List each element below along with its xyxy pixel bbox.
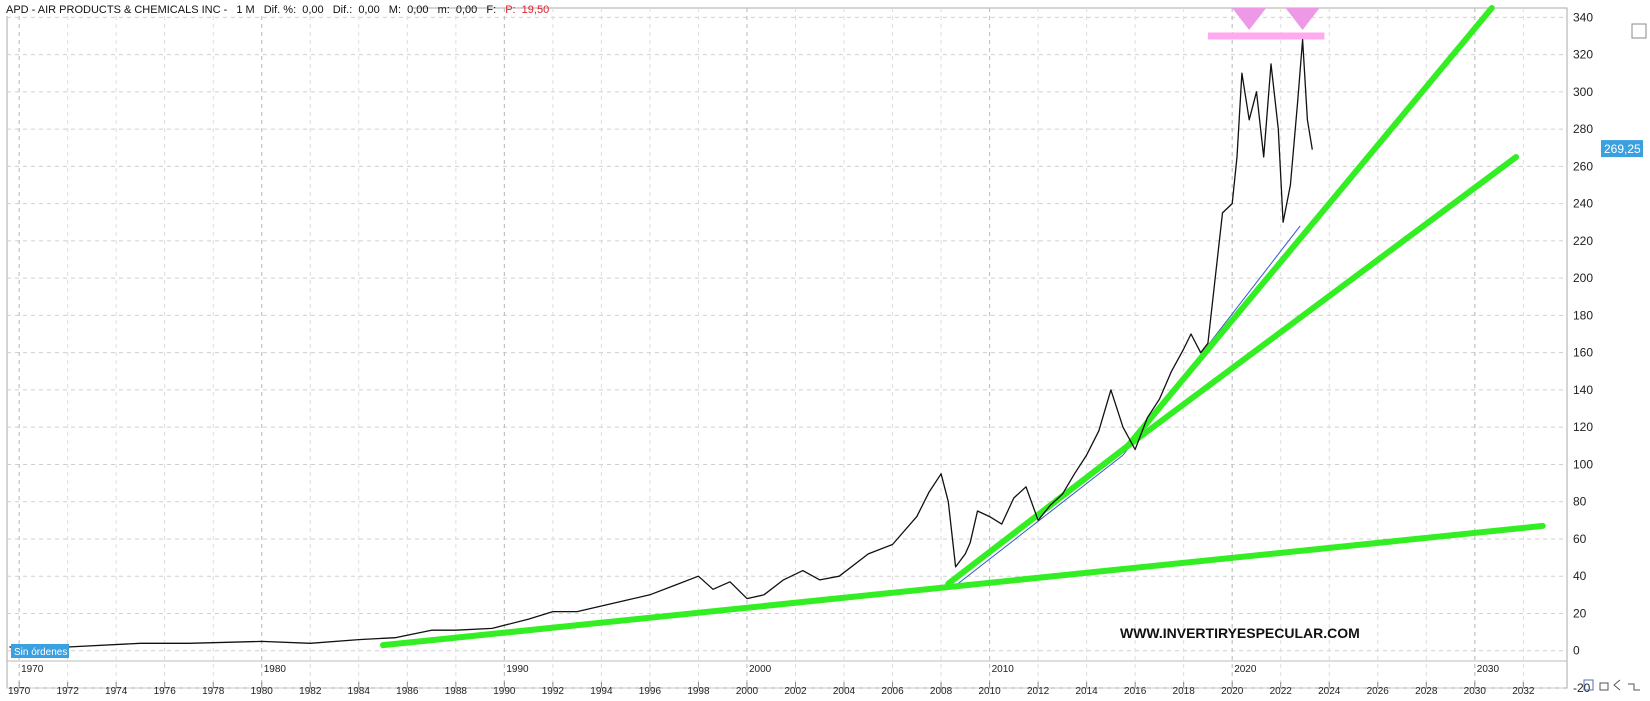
plot-frame [6, 7, 1568, 689]
y-tick-label: 120 [1573, 420, 1593, 434]
x-tick-label: 2024 [1318, 686, 1341, 696]
field-label-f: F: [486, 4, 496, 16]
x-tick-label: 1994 [590, 686, 613, 696]
print-icon[interactable] [1599, 682, 1609, 691]
header-text: APD - AIR PRODUCTS & CHEMICALS INC - 1 M… [6, 4, 549, 16]
x-tick-label: 1974 [105, 686, 128, 696]
y-tick-label: 100 [1573, 457, 1593, 471]
field-value-min: 0,00 [456, 4, 477, 16]
field-label-dif-pct: Dif. %: [264, 4, 296, 16]
field-label-max: M: [389, 4, 401, 16]
decade-label: 2030 [1477, 664, 1500, 675]
y-tick-label: 200 [1573, 271, 1593, 285]
trendlines [380, 5, 1546, 649]
x-tick-label: 1980 [251, 686, 274, 696]
x-tick-label: 2008 [930, 686, 953, 696]
y-tick-label: 320 [1573, 48, 1593, 62]
y-tick-label: 180 [1573, 308, 1593, 322]
x-tick-label: 1984 [348, 686, 371, 696]
x-tick-label: 2020 [1221, 686, 1244, 696]
top-marker [1285, 8, 1320, 30]
decade-label: 2000 [749, 664, 772, 675]
price-line [9, 39, 1313, 648]
support-trendline [380, 522, 1546, 649]
y-tick-label: 280 [1573, 122, 1593, 136]
x-tick-label: 2000 [736, 686, 759, 696]
decade-label: 2010 [992, 664, 1015, 675]
x-tick-label: 1998 [687, 686, 710, 696]
back-icon[interactable] [1613, 679, 1621, 691]
decade-label: 1990 [506, 664, 529, 675]
x-tick-label: 1976 [154, 686, 177, 696]
x-tick-label: 1972 [57, 686, 80, 696]
x-tick-label: 2010 [978, 686, 1001, 696]
symbol-title: APD - AIR PRODUCTS & CHEMICALS INC - [6, 4, 228, 16]
field-value-dif: 0,00 [358, 4, 379, 16]
field-value-max: 0,00 [407, 4, 428, 16]
x-tick-label: 2018 [1173, 686, 1196, 696]
decade-label: 1970 [21, 664, 44, 675]
field-label-min: m: [438, 4, 450, 16]
price-series [9, 39, 1313, 648]
current-price-label: 269,25 [1604, 142, 1641, 156]
x-tick-label: 1990 [493, 686, 516, 696]
x-tick-label: 2004 [833, 686, 856, 696]
p-value: 19,50 [522, 4, 550, 16]
orders-badge[interactable] [11, 644, 69, 658]
x-tick-label: 1982 [299, 686, 322, 696]
support-trendline [945, 442, 1131, 587]
y-tick-label: 220 [1573, 234, 1593, 248]
header-bg [2, 2, 412, 16]
thin-trendline [955, 454, 1124, 586]
watermark: WWW.INVERTIRYESPECULAR.COM [1120, 625, 1360, 641]
x-tick-label: 1978 [202, 686, 225, 696]
y-tick-label: 260 [1573, 159, 1593, 173]
decade-label: 2020 [1234, 664, 1257, 675]
bottom-toolbar [1583, 679, 1640, 691]
x-tick-label: 2002 [784, 686, 807, 696]
save-icon[interactable] [1583, 679, 1594, 691]
x-tick-label: 1986 [396, 686, 419, 696]
x-tick-label: 1992 [542, 686, 565, 696]
x-tick-label: 2026 [1367, 686, 1390, 696]
x-tick-label: 2032 [1512, 686, 1535, 696]
y-tick-label: 20 [1573, 606, 1587, 620]
decade-label: 1980 [264, 664, 287, 675]
support-trendline [1124, 5, 1495, 449]
axes: -20 0 20 40 60 80 100 120 140 160 180 200 220 240 260 2… [7, 10, 1593, 697]
expand-icon[interactable] [1628, 683, 1640, 691]
y-tick-label: 60 [1573, 532, 1587, 546]
p-label: P: [505, 4, 515, 16]
x-tick-label: 2022 [1270, 686, 1293, 696]
support-trendline [1124, 154, 1520, 449]
x-tick-label: 1996 [639, 686, 662, 696]
field-value-dif-pct: 0,00 [302, 4, 323, 16]
chart-grid [6, 7, 1568, 689]
y-tick-label: 240 [1573, 197, 1593, 211]
orders-badge-label: Sin órdenes [14, 647, 67, 658]
y-tick-label: 300 [1573, 85, 1593, 99]
top-marker [1232, 8, 1267, 30]
x-tick-label: 1988 [445, 686, 468, 696]
y-tick-label: 140 [1573, 383, 1593, 397]
y-tick-label: 80 [1573, 495, 1587, 509]
y-tick-label: -20 [1573, 681, 1591, 695]
panel-toggle-icon[interactable] [1631, 23, 1647, 39]
y-tick-label: 340 [1573, 10, 1593, 24]
x-tick-label: 1970 [8, 686, 31, 696]
field-label-dif: Dif.: [333, 4, 353, 16]
timeframe: 1 M [236, 4, 254, 16]
current-price-tag [1601, 140, 1643, 158]
x-tick-label: 2014 [1076, 686, 1099, 696]
x-tick-label: 2028 [1415, 686, 1438, 696]
x-tick-label: 2016 [1124, 686, 1147, 696]
x-tick-label: 2006 [881, 686, 904, 696]
y-tick-label: 40 [1573, 569, 1587, 583]
x-tick-label: 2012 [1027, 686, 1050, 696]
y-tick-label: 0 [1573, 644, 1580, 658]
x-tick-label: 2030 [1464, 686, 1487, 696]
y-tick-label: 160 [1573, 346, 1593, 360]
